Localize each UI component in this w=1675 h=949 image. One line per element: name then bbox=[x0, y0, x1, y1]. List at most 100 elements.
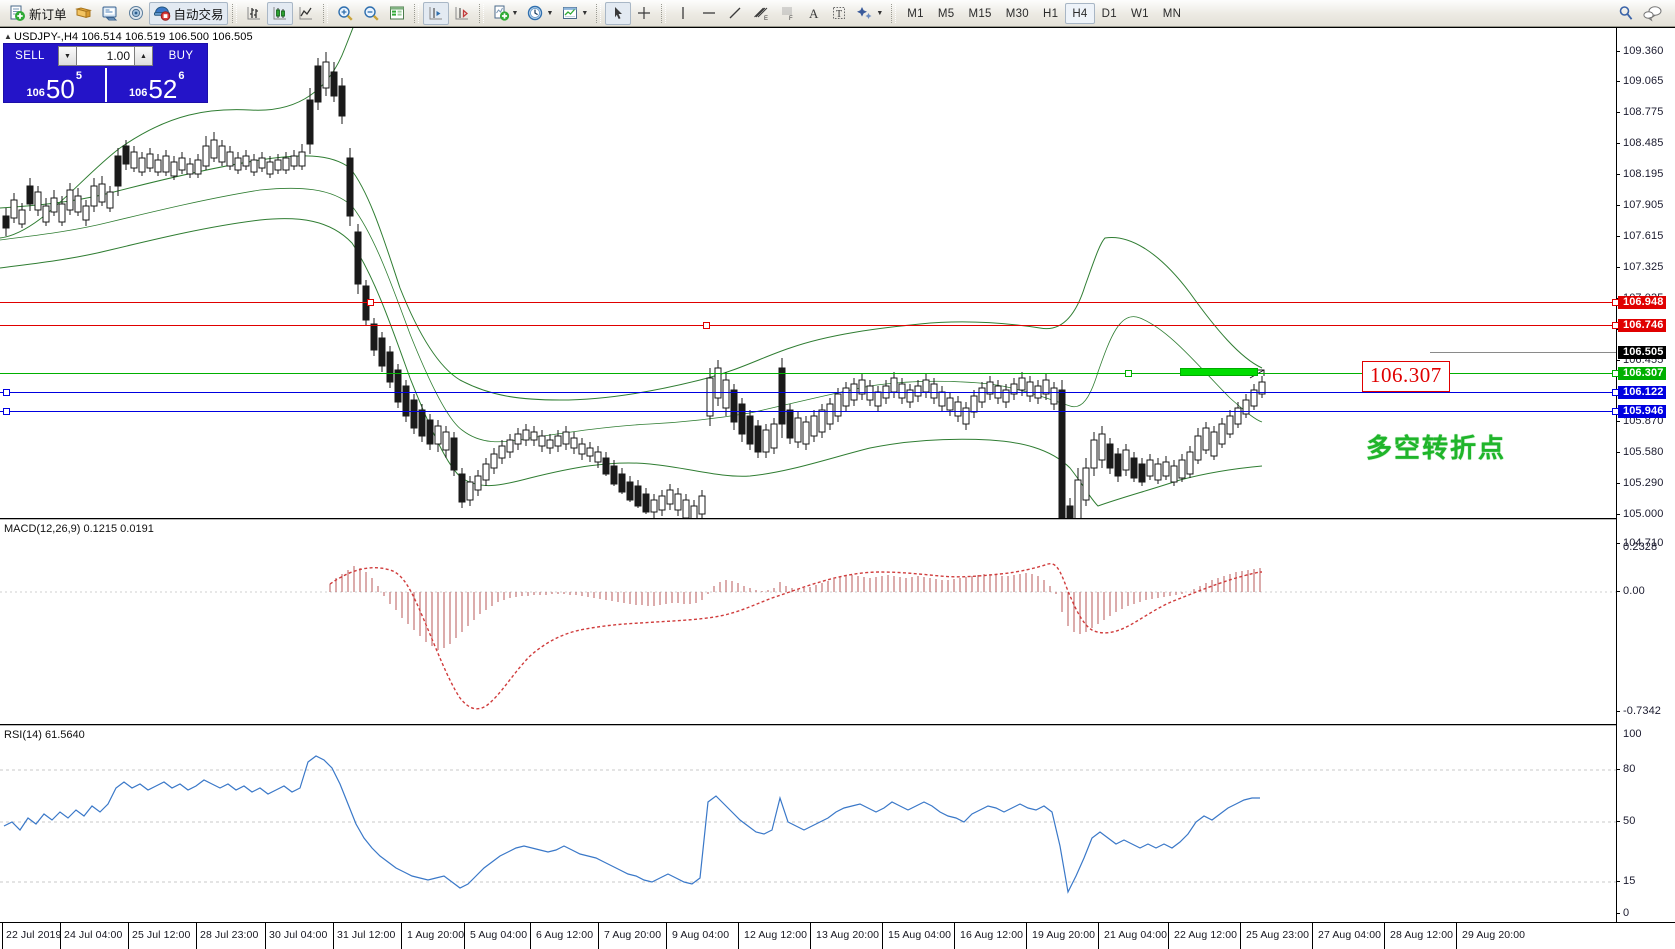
templates-button[interactable]: ▼ bbox=[557, 2, 592, 25]
level-tag-105946[interactable]: 105.946 bbox=[1618, 405, 1667, 418]
price-pane[interactable]: 106.307 多空转折点 ▲ USDJPY-,H4 106.514 106.51… bbox=[0, 28, 1675, 518]
timeframe-m5[interactable]: M5 bbox=[937, 7, 955, 20]
x-label: 21 Aug 04:00 bbox=[1104, 929, 1168, 941]
search-icon[interactable] bbox=[1617, 4, 1635, 22]
timeframe-m1[interactable]: M1 bbox=[907, 7, 924, 20]
label-button[interactable]: T bbox=[826, 2, 852, 25]
sell-price-prefix: 106 bbox=[26, 87, 45, 99]
level-line-106948[interactable] bbox=[0, 302, 1616, 303]
timeframe-h1[interactable]: H1 bbox=[1043, 7, 1059, 20]
level-line-106122[interactable] bbox=[0, 392, 1616, 393]
toolbar-separator bbox=[661, 3, 667, 23]
shift-end-icon bbox=[427, 4, 445, 22]
new-order-button[interactable]: 新订单 bbox=[4, 2, 71, 25]
level-tag-106307[interactable]: 106.307 bbox=[1618, 367, 1667, 380]
navigator-button[interactable] bbox=[123, 2, 149, 25]
level-handle[interactable] bbox=[3, 389, 10, 396]
x-label: 7 Aug 20:00 bbox=[604, 929, 662, 941]
level-tag-106948[interactable]: 106.948 bbox=[1618, 296, 1667, 309]
cursor-icon bbox=[609, 4, 627, 22]
level-handle[interactable] bbox=[367, 299, 374, 306]
level-tag-106746[interactable]: 106.746 bbox=[1618, 319, 1667, 332]
one-click-trading-panel[interactable]: SELL ▼ 1.00 ▲ BUY 106 50 5 106 bbox=[3, 43, 208, 103]
volume-input[interactable]: 1.00 bbox=[77, 46, 134, 66]
toolbar-separator bbox=[596, 3, 602, 23]
data-window-button[interactable] bbox=[384, 2, 410, 25]
candlestick-icon bbox=[271, 4, 289, 22]
pane-divider bbox=[0, 518, 1616, 520]
sell-button[interactable]: 106 50 5 bbox=[4, 68, 105, 102]
bar-chart-icon bbox=[245, 4, 263, 22]
octp-price-row: 106 50 5 106 52 6 bbox=[4, 68, 207, 102]
chevron-down-icon[interactable]: ▼ bbox=[546, 9, 554, 17]
level-handle[interactable] bbox=[1125, 370, 1132, 377]
shapes-button[interactable]: ▼ bbox=[852, 2, 887, 25]
x-label: 22 Jul 2019 bbox=[6, 929, 62, 941]
trendline-button[interactable] bbox=[722, 2, 748, 25]
terminal-button[interactable] bbox=[97, 2, 123, 25]
current-price-tag: 106.505 bbox=[1618, 346, 1667, 359]
pivot-highlight bbox=[1180, 368, 1258, 376]
zoom-in-button[interactable] bbox=[332, 2, 358, 25]
navigator-icon bbox=[127, 4, 145, 22]
chevron-down-icon[interactable]: ▼ bbox=[581, 9, 589, 17]
indicators-button[interactable]: ▼ bbox=[488, 2, 523, 25]
bar-chart-button[interactable] bbox=[241, 2, 267, 25]
cursor-button[interactable] bbox=[605, 1, 632, 25]
timeframe-w1[interactable]: W1 bbox=[1130, 7, 1149, 20]
time-scale[interactable]: 22 Jul 2019 24 Jul 04:00 25 Jul 12:00 28… bbox=[0, 922, 1675, 949]
vline-button[interactable] bbox=[670, 2, 696, 25]
toolbar-separator bbox=[322, 3, 328, 23]
timeframe-m30[interactable]: M30 bbox=[1005, 7, 1029, 20]
level-line-105946[interactable] bbox=[0, 411, 1616, 412]
crosshair-icon bbox=[635, 4, 653, 22]
level-handle[interactable] bbox=[3, 408, 10, 415]
level-line-106746[interactable] bbox=[0, 325, 1616, 326]
chevron-down-icon[interactable]: ▼ bbox=[876, 9, 884, 17]
timeframe-m15[interactable]: M15 bbox=[968, 7, 992, 20]
fibonacci-button[interactable]: E bbox=[748, 2, 774, 25]
level-handle[interactable] bbox=[703, 322, 710, 329]
crosshair-button[interactable] bbox=[631, 2, 657, 25]
rsi-pane[interactable]: RSI(14) 61.5640 bbox=[0, 726, 1675, 923]
x-label: 22 Aug 12:00 bbox=[1174, 929, 1238, 941]
text-button[interactable]: A bbox=[800, 2, 826, 25]
hline-button[interactable] bbox=[696, 2, 722, 25]
text-icon: A bbox=[804, 4, 822, 22]
volume-decrement-icon[interactable]: ▼ bbox=[58, 46, 77, 66]
shapes-icon bbox=[856, 4, 874, 22]
chat-icon[interactable] bbox=[1643, 4, 1662, 22]
collapse-icon[interactable]: ▲ bbox=[4, 32, 13, 41]
zoom-out-button[interactable] bbox=[358, 2, 384, 25]
sell-price-main: 50 bbox=[45, 74, 75, 104]
buy-button[interactable]: 106 52 6 bbox=[104, 68, 208, 102]
timeframe-mn[interactable]: MN bbox=[1162, 7, 1182, 20]
x-tick bbox=[1168, 923, 1169, 949]
chart-canvas[interactable]: 106.307 多空转折点 ▲ USDJPY-,H4 106.514 106.51… bbox=[0, 27, 1675, 949]
macd-pane[interactable]: MACD(12,26,9) 0.1215 0.0191 bbox=[0, 520, 1675, 724]
level-line-106307[interactable] bbox=[0, 373, 1616, 374]
folder-button[interactable] bbox=[71, 2, 97, 25]
timeframe-h4[interactable]: H4 bbox=[1065, 2, 1095, 24]
rsi-plot bbox=[0, 755, 1616, 894]
autotrading-button[interactable]: 自动交易 bbox=[148, 1, 228, 25]
level-tag-106122[interactable]: 106.122 bbox=[1618, 386, 1667, 399]
autotrading-icon bbox=[153, 4, 171, 22]
volume-increment-icon[interactable]: ▲ bbox=[134, 46, 153, 66]
volume-stepper[interactable]: ▼ 1.00 ▲ bbox=[58, 46, 153, 66]
timeframe-d1[interactable]: D1 bbox=[1101, 7, 1117, 20]
x-label: 28 Jul 23:00 bbox=[200, 929, 259, 941]
candlestick-button[interactable] bbox=[266, 1, 293, 25]
auto-scroll-button[interactable] bbox=[449, 2, 475, 25]
buy-price-fraction: 6 bbox=[178, 70, 185, 82]
chevron-down-icon[interactable]: ▼ bbox=[511, 9, 519, 17]
channel-button[interactable]: F bbox=[774, 2, 800, 25]
shift-end-button[interactable] bbox=[422, 1, 449, 25]
macd-plot bbox=[0, 563, 1616, 710]
price-scale[interactable]: 109.360 109.065 108.775 108.485 108.195 … bbox=[1612, 28, 1675, 949]
x-tick bbox=[666, 923, 667, 949]
line-chart-button[interactable] bbox=[293, 2, 319, 25]
svg-text:T: T bbox=[836, 9, 842, 20]
period-button[interactable]: ▼ bbox=[522, 2, 557, 25]
channel-icon: F bbox=[778, 4, 796, 22]
